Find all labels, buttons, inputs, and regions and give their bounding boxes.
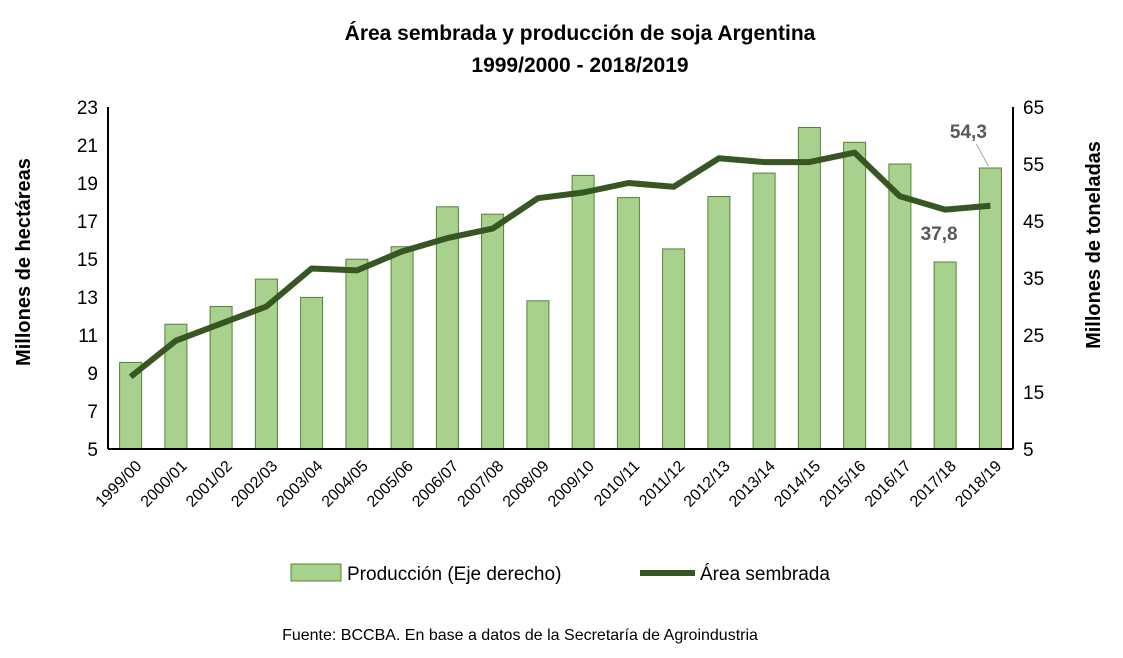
x-tick-label: 2001/02 [183,458,236,511]
y-left-tick-label: 9 [87,364,98,385]
y-right-tick-label: 15 [1023,383,1044,404]
y-left-tick-label: 17 [77,212,98,233]
x-tick-label: 2010/11 [591,458,643,510]
y-right-tick-label: 45 [1023,212,1044,233]
bar-production [707,196,731,450]
bar-production [843,141,867,450]
chart-subtitle: 1999/2000 - 2018/2019 [471,54,688,77]
bar-production [752,172,776,450]
x-tick-label: 2014/15 [771,458,824,511]
x-tick-label: 2013/14 [726,458,779,511]
axes [107,107,1014,450]
data-label: 37,8 [921,224,958,245]
y-left-tick-label: 13 [77,288,98,309]
area-sembrada-line [128,149,991,380]
legend-bar-swatch [290,563,342,582]
y-right-tick-label: 35 [1023,269,1044,290]
bar-production [300,296,324,450]
data-labels: 37,8 54,3 [921,122,989,245]
y-left-tick-label: 15 [77,250,98,271]
bar-production [571,174,595,450]
production-bars [119,127,1002,450]
x-tick-label: 2002/03 [228,458,281,511]
x-tick-label: 2007/08 [455,458,508,511]
y-axis-left-title: Millones de hectáreas [13,158,35,366]
x-tick-label: 2018/19 [952,458,1005,511]
x-tick-label: 2004/05 [319,458,372,511]
bar-production [978,167,1002,450]
x-tick-label: 2009/10 [545,458,598,511]
chart-title: Área sembrada y producción de soja Argen… [345,22,816,45]
x-tick-label: 2016/17 [862,458,915,511]
y-right-tick-label: 5 [1023,440,1034,461]
bar-production [390,246,414,450]
legend-bar-label: Producción (Eje derecho) [347,564,561,585]
bar-production [481,213,505,450]
x-tick-label: 2012/13 [681,458,734,511]
x-tick-label: 2015/16 [817,458,870,511]
bar-production [616,197,640,450]
data-label: 54,3 [950,122,987,143]
bar-production [797,127,821,450]
y-left-tick-label: 21 [77,136,98,157]
x-tick-label: 2017/18 [907,458,960,511]
y-left-tick-label: 5 [87,440,98,461]
x-tick-label: 1999/00 [93,458,146,511]
y-left-tick-label: 7 [87,402,98,423]
x-tick-label: 2005/06 [364,458,417,511]
bar-production [662,248,686,450]
y-right-tick-label: 25 [1023,326,1044,347]
y-axis-right-title: Millones de toneladas [1083,141,1105,349]
y-left-tick-label: 11 [78,326,98,347]
area-line-layer [128,149,991,380]
legend-line-label: Área sembrada [700,564,830,585]
y-left-tick-label: 23 [77,98,98,119]
bar-production [933,261,957,450]
y-right-tick-label: 55 [1023,155,1044,176]
x-tick-label: 2011/12 [636,458,688,510]
x-tick-label: 2000/01 [138,458,191,511]
x-tick-label: 2008/09 [500,458,553,511]
data-label-leader [975,143,989,167]
x-tick-label: 2006/07 [409,458,462,511]
bar-production [888,163,912,450]
x-tick-label: 2003/04 [274,458,327,511]
y-right-tick-label: 65 [1023,98,1044,119]
bar-production [345,258,369,450]
source-note: Fuente: BCCBA. En base a datos de la Sec… [282,627,758,644]
y-left-tick-label: 19 [77,174,98,195]
legend: Producción (Eje derecho) Área sembrada [290,563,830,585]
bar-production [526,300,550,450]
